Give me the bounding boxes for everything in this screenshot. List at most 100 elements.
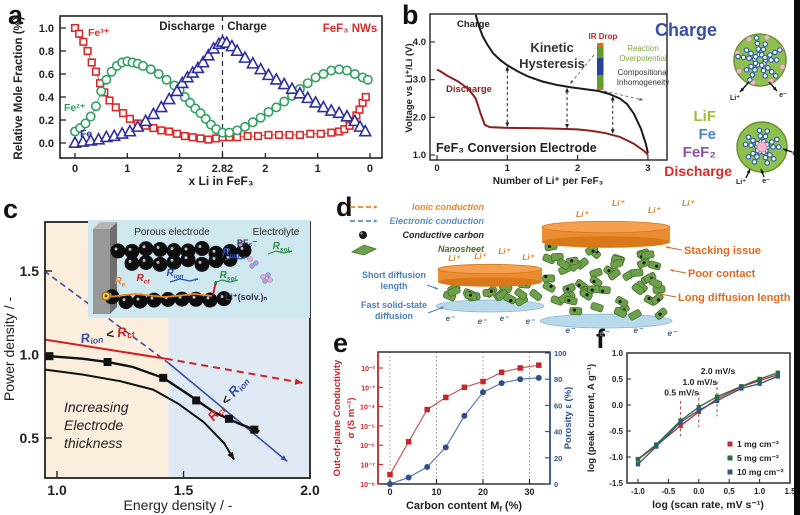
svg-text:-1.5: -1.5 (609, 479, 623, 488)
svg-text:10⁻⁴: 10⁻⁴ (360, 405, 375, 412)
panel-f-ylabel: log (peak current, A g⁻¹) (586, 364, 597, 472)
panel-b-xlabel: Number of Li⁺ per FeF₃ (493, 176, 604, 187)
issue-label-2: Long diffusion length (678, 292, 791, 304)
scanrate-annotation: 1.0 mV/s (683, 377, 718, 387)
panel-a-plot: 0 1 2 2.82 2 1 0 0.0 0.2 0.4 0.6 0.8 1.0 Discharge Cha… (13, 15, 383, 188)
inset-term: Rion (222, 247, 239, 260)
legend-item-1: 5 mg cm⁻² (737, 453, 779, 463)
svg-text:4.0: 4.0 (413, 37, 426, 48)
svg-text:0: 0 (72, 163, 78, 175)
svg-text:-0.5: -0.5 (609, 427, 623, 436)
lif-label: LiF (694, 108, 717, 125)
electron-label: e⁻ (565, 325, 576, 335)
fef2-label: FeF₂ (683, 144, 716, 161)
discharge-state-label: Discharge (664, 163, 732, 179)
li-ion-label: Li⁺ (682, 198, 696, 208)
short-diffusion-label: Short diffusion (362, 270, 426, 280)
li-ion-label: Li⁺ (474, 252, 486, 261)
electron-label: e⁻ (478, 317, 487, 326)
svg-text:1.5: 1.5 (784, 487, 796, 496)
svg-text:0: 0 (554, 480, 558, 489)
svg-text:1.0: 1.0 (20, 347, 40, 363)
svg-text:diffusion: diffusion (375, 311, 413, 321)
discharge-curve-label: Discharge (446, 84, 492, 95)
svg-text:2.82: 2.82 (212, 163, 233, 175)
panel-c-xlabel: Energy density / - (124, 497, 233, 513)
scanrate-annotation: 2.0 mV/s (701, 366, 736, 376)
svg-text:1.0: 1.0 (413, 150, 426, 161)
svg-text:0.8: 0.8 (39, 46, 54, 58)
legend-dashed-arrow: Ionic conduction (412, 202, 484, 212)
fe3-label: Fe³⁺ (88, 27, 110, 39)
svg-text:2: 2 (262, 163, 268, 175)
panel-e-xlabel: Carbon content Mf (%) (406, 500, 522, 514)
electron-label: e⁻ (599, 328, 610, 338)
panel-letter-b: b (402, 0, 419, 30)
ir-drop-label: IR Drop (589, 32, 618, 41)
legend-dot: Conductive carbon (402, 230, 484, 240)
electron-in-label: e⁻ (762, 178, 770, 185)
scanrate-annotation: 0.5 mV/s (664, 388, 699, 398)
panel-b-voltage-chart: 0 1 2 3 1.0 2.0 3.0 4.0 Charge Discharge KineticHy… (404, 13, 800, 187)
issue-label-1: Poor contact (688, 268, 756, 280)
svg-text:1: 1 (505, 163, 511, 174)
svg-text:0.0: 0.0 (693, 487, 705, 496)
svg-text:1.5: 1.5 (174, 482, 194, 498)
svg-text:0: 0 (434, 163, 439, 174)
svg-text:0.4: 0.4 (39, 92, 55, 104)
svg-text:100: 100 (554, 349, 567, 358)
svg-text:3.0: 3.0 (413, 75, 426, 86)
thickness-label: Electrode (64, 417, 123, 433)
electron-label: e⁻ (446, 314, 455, 323)
panel-b-ylabel: Voltage vs Li⁺/Li (V) (404, 43, 415, 132)
svg-text:10⁻³: 10⁻³ (361, 385, 375, 392)
charge-region-label: Charge (227, 21, 267, 33)
svg-text:1.5: 1.5 (20, 263, 40, 279)
svg-text:-0.5: -0.5 (662, 487, 676, 496)
li-ion-label: Li⁺ (448, 254, 460, 263)
svg-text:-1.0: -1.0 (609, 453, 623, 462)
legend-sheet: Nanosheet (438, 244, 485, 254)
legend-dashed-arrow: Electronic conduction (389, 216, 484, 226)
electron-label: e⁻ (667, 328, 678, 338)
svg-text:0: 0 (387, 487, 392, 497)
inset-term: Rion (166, 268, 183, 281)
svg-text:20: 20 (554, 454, 562, 463)
svg-text:80: 80 (554, 375, 562, 384)
inset-term: PF₆⁻ (237, 238, 258, 248)
panel-d-diagram: Ionic conduction Electronic conduction Con… (350, 198, 791, 338)
svg-text:2.0: 2.0 (413, 112, 426, 123)
svg-text:30: 30 (524, 487, 534, 497)
charge-state-label: Charge (655, 20, 717, 40)
svg-text:60: 60 (554, 401, 562, 410)
svg-text:10: 10 (431, 487, 441, 497)
electrolyte-label: Electrolyte (253, 227, 300, 238)
electrode-title: FeF₃ Conversion Electrode (436, 141, 597, 155)
porous-electrode-label: Porous electrode (134, 227, 210, 238)
svg-text:Inhomogeneity: Inhomogeneity (617, 78, 669, 87)
svg-text:2: 2 (575, 163, 580, 174)
svg-text:10⁻²: 10⁻² (361, 366, 375, 373)
svg-text:0.5: 0.5 (724, 487, 736, 496)
legend-item-0: 1 mg cm⁻² (737, 439, 779, 449)
li-ion-in-label: Li⁺ (736, 179, 746, 186)
svg-text:0.5: 0.5 (612, 375, 624, 384)
discharge-region-label: Discharge (159, 21, 215, 33)
svg-text:Overpotential: Overpotential (619, 54, 667, 63)
fe-label: Fe (80, 128, 92, 140)
svg-text:10⁻⁵: 10⁻⁵ (360, 424, 375, 431)
charge-curve-label: Charge (457, 19, 490, 30)
panel-letter-f: f (596, 324, 605, 354)
panel-letter-e: e (333, 328, 349, 358)
svg-text:1.0: 1.0 (47, 482, 67, 498)
panel-letter-d: d (336, 192, 353, 222)
panel-e-ylabel-1: Out-of-plane Conductivity (332, 359, 343, 476)
li-ion-label: Li⁺ (612, 198, 626, 208)
svg-text:3: 3 (645, 163, 650, 174)
svg-text:1.0: 1.0 (754, 487, 766, 496)
svg-text:0: 0 (367, 163, 373, 175)
svg-text:-1.0: -1.0 (631, 487, 645, 496)
